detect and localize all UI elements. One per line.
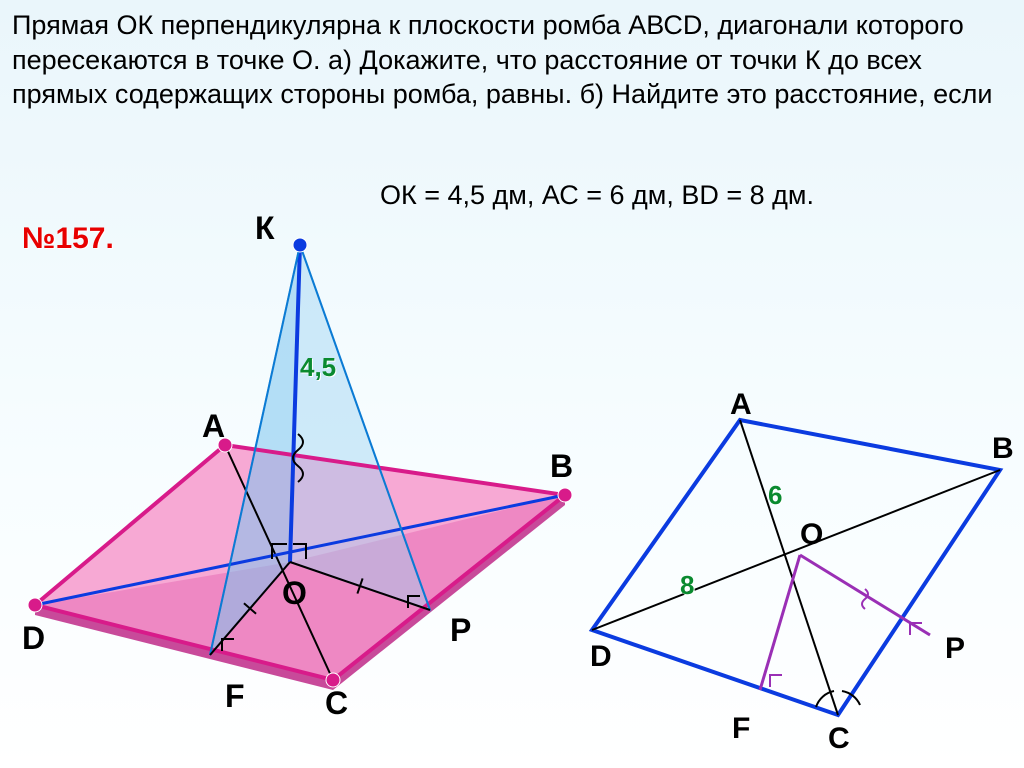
diagram-canvas: [0, 0, 1024, 768]
